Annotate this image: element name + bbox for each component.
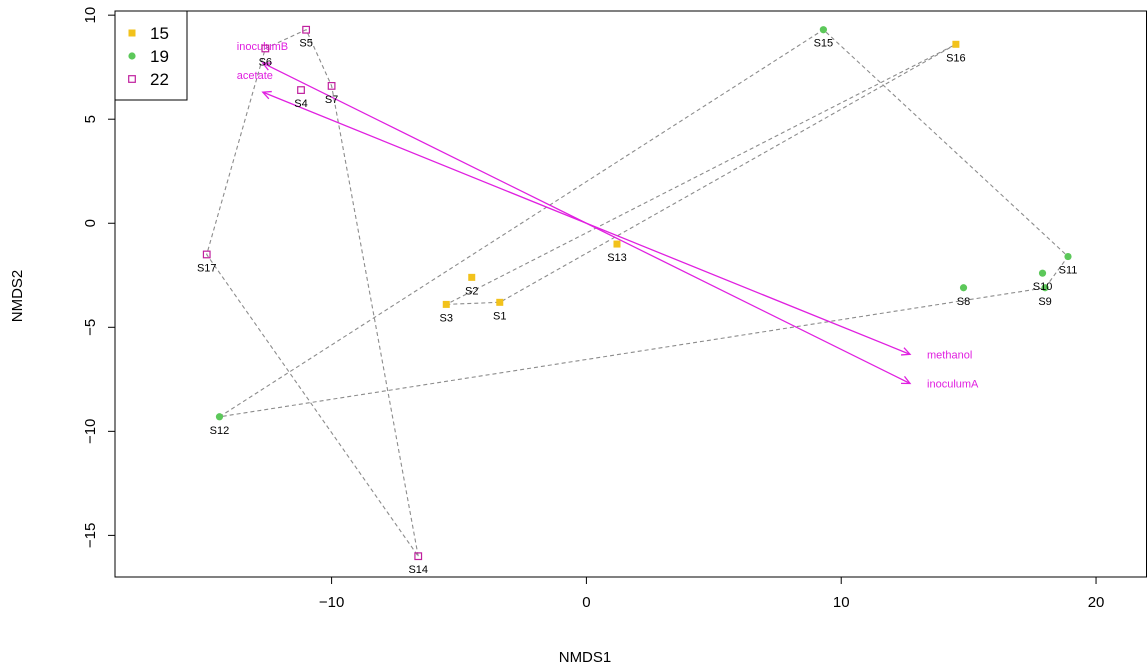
point-S6	[261, 44, 270, 53]
point-label-S7: S7	[325, 94, 338, 106]
hull-group-15	[446, 43, 957, 305]
point-label-S11: S11	[1059, 265, 1078, 277]
point-label-S15: S15	[814, 38, 834, 50]
point-label-S16: S16	[946, 52, 966, 64]
vector-arrowhead-inoculumA	[901, 375, 912, 385]
point-label-S13: S13	[607, 252, 627, 264]
x-tick-label: 20	[1088, 594, 1105, 611]
vector-arrow-methanol	[586, 222, 911, 355]
point-label-S8: S8	[957, 296, 970, 308]
legend-marker-15	[128, 29, 136, 37]
point-S12	[215, 413, 224, 421]
x-tick-label: 10	[833, 594, 850, 611]
x-axis-title: NMDS1	[559, 649, 612, 666]
legend-marker-19	[128, 52, 136, 60]
vector-arrowhead-inoculumB	[261, 62, 272, 71]
point-S14	[414, 552, 423, 561]
point-layer: S1 S2 S3 S13 S16 S8 S9 S10 S11 S12 S15 S4 S5 S6 S7 S14 S…	[197, 25, 1078, 576]
point-S10	[1038, 269, 1047, 277]
point-label-S12: S12	[210, 425, 230, 437]
y-tick-label: −10	[82, 419, 99, 444]
legend: 15 19 22	[114, 10, 188, 101]
point-label-S9: S9	[1038, 296, 1051, 308]
axis-layer: −10 0 10 20 −15 −10 −5 0 5 10	[82, 7, 1147, 611]
plot-frame	[114, 10, 1147, 578]
point-label-S3: S3	[440, 312, 453, 324]
y-tick-label: 0	[82, 219, 99, 227]
point-S11	[1064, 252, 1072, 261]
y-tick-label: 5	[82, 115, 99, 123]
point-S13	[613, 240, 621, 248]
point-label-S6: S6	[259, 56, 272, 68]
x-tick-label: −10	[319, 594, 344, 611]
vector-arrow-inoculumB	[262, 62, 587, 224]
vector-label-inoculumA: inoculumA	[927, 378, 979, 390]
point-S7	[327, 82, 336, 90]
point-S17	[202, 250, 211, 259]
legend-label-15: 15	[150, 24, 169, 43]
legend-marker-22	[128, 75, 136, 83]
legend-label-19: 19	[150, 47, 169, 66]
point-S8	[959, 284, 968, 292]
x-tick-label: 0	[582, 594, 590, 611]
point-S1	[496, 298, 504, 306]
vector-label-methanol: methanol	[927, 349, 972, 361]
point-S15	[819, 26, 827, 34]
point-S3	[442, 300, 450, 308]
point-label-S2: S2	[465, 285, 478, 297]
point-S4	[297, 86, 305, 94]
y-axis-title: NMDS2	[9, 270, 26, 323]
vector-label-acetate: acetate	[237, 70, 273, 82]
vector-arrow-inoculumA	[586, 222, 911, 385]
point-label-S17: S17	[197, 262, 217, 274]
point-label-S1: S1	[493, 310, 506, 322]
y-tick-label: −5	[82, 319, 99, 336]
y-tick-label: −15	[82, 523, 99, 548]
point-S9	[1041, 284, 1049, 292]
vector-arrowhead-methanol	[900, 347, 912, 356]
vector-arrowhead-acetate	[261, 90, 272, 100]
point-label-S5: S5	[299, 38, 312, 50]
point-label-S14: S14	[408, 564, 428, 576]
legend-box	[114, 10, 188, 101]
point-S5	[302, 25, 311, 34]
vector-arrow-acetate	[262, 91, 587, 224]
hull-layer	[206, 28, 1069, 557]
point-label-S4: S4	[294, 98, 307, 110]
point-label-S10: S10	[1033, 281, 1053, 293]
hull-group-22	[206, 28, 419, 557]
point-S16	[952, 40, 960, 48]
legend-label-22: 22	[150, 70, 169, 89]
y-tick-label: 10	[82, 7, 99, 24]
point-S2	[468, 273, 476, 281]
